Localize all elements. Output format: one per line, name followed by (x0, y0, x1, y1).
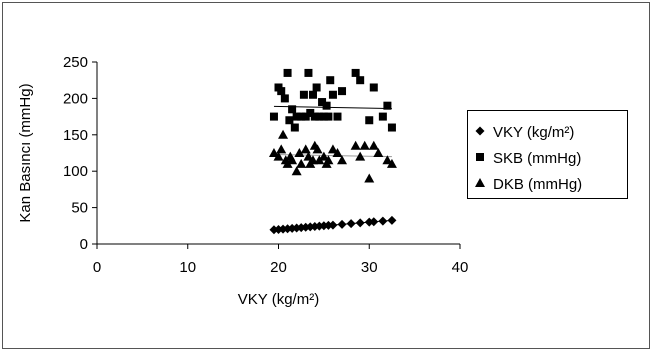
point-square (378, 112, 387, 121)
y-tick-label: 0 (80, 236, 88, 253)
point-triangle (312, 144, 323, 154)
y-tick-label: 100 (63, 163, 88, 180)
point-triangle (291, 166, 302, 176)
point-diamond (355, 218, 365, 228)
y-tick-label: 200 (63, 90, 88, 107)
point-triangle (318, 151, 329, 161)
point-square (288, 105, 297, 114)
point-square (383, 101, 392, 110)
point-diamond (337, 219, 347, 229)
point-square (356, 76, 365, 85)
point-square (387, 123, 396, 132)
point-diamond (378, 216, 388, 226)
y-tick-label: 150 (63, 127, 88, 144)
point-square (333, 112, 342, 121)
legend-label: DKB (mmHg) (493, 176, 582, 193)
legend-marker-square (476, 153, 484, 161)
legend-marker-diamond (475, 126, 485, 136)
point-square (318, 98, 327, 107)
point-square (299, 90, 308, 99)
legend-label: VKY (kg/m²) (493, 124, 574, 141)
point-square (285, 116, 294, 125)
point-triangle (314, 155, 325, 165)
point-triangle (300, 144, 311, 154)
x-tick-label: 10 (179, 259, 196, 276)
legend-label: SKB (mmHg) (493, 150, 581, 167)
point-triangle (332, 148, 343, 157)
point-diamond (328, 220, 338, 230)
point-square (312, 83, 321, 92)
point-square (306, 108, 315, 117)
x-tick-label: 30 (361, 259, 378, 276)
point-square (297, 112, 306, 121)
point-square (277, 87, 286, 96)
point-square (324, 112, 333, 121)
point-square (351, 68, 360, 77)
point-triangle (386, 158, 397, 168)
point-triangle (327, 144, 338, 154)
point-square (280, 94, 289, 103)
point-square (304, 68, 313, 77)
point-triangle (355, 151, 366, 161)
point-triangle (273, 151, 284, 161)
point-square (338, 87, 347, 96)
point-triangle (278, 129, 289, 139)
point-triangle (296, 158, 307, 168)
point-square (328, 90, 337, 99)
point-triangle (323, 155, 334, 165)
point-square (290, 123, 299, 132)
point-triangle (307, 155, 318, 165)
point-square (310, 112, 319, 121)
point-triangle (382, 155, 393, 165)
trendline-triangle (273, 153, 392, 158)
point-triangle (337, 155, 348, 165)
point-triangle (287, 155, 298, 165)
point-square (283, 68, 292, 77)
point-triangle (303, 151, 314, 161)
point-triangle (364, 173, 375, 183)
point-square (319, 112, 328, 121)
point-square (326, 76, 335, 85)
y-axis-title: Kan Basıncı (mmHg) (17, 83, 34, 222)
point-square (292, 112, 301, 121)
point-square (322, 101, 331, 110)
point-square (369, 83, 378, 92)
point-triangle (268, 148, 279, 157)
point-triangle (359, 140, 370, 150)
point-square (308, 90, 317, 99)
point-triangle (368, 140, 379, 150)
point-triangle (282, 158, 293, 168)
legend: VKY (kg/m²) SKB (mmHg) DKB (mmHg) (467, 110, 628, 199)
point-square (301, 112, 310, 121)
point-square (365, 116, 374, 125)
point-triangle (350, 140, 361, 150)
point-triangle (276, 144, 287, 154)
legend-marker-triangle (475, 178, 485, 187)
legend-box (467, 110, 628, 199)
point-triangle (294, 148, 305, 157)
point-triangle (373, 148, 384, 157)
point-square (269, 112, 278, 121)
x-tick-label: 20 (270, 259, 287, 276)
x-axis-title: VKY (kg/m²) (238, 291, 319, 308)
point-diamond (346, 219, 356, 229)
point-diamond (387, 215, 397, 225)
y-tick-label: 250 (63, 54, 88, 71)
x-tick-label: 40 (452, 259, 469, 276)
y-tick-label: 50 (71, 200, 88, 217)
point-diamond (369, 217, 379, 227)
point-square (315, 112, 324, 121)
x-tick-label: 0 (93, 259, 101, 276)
